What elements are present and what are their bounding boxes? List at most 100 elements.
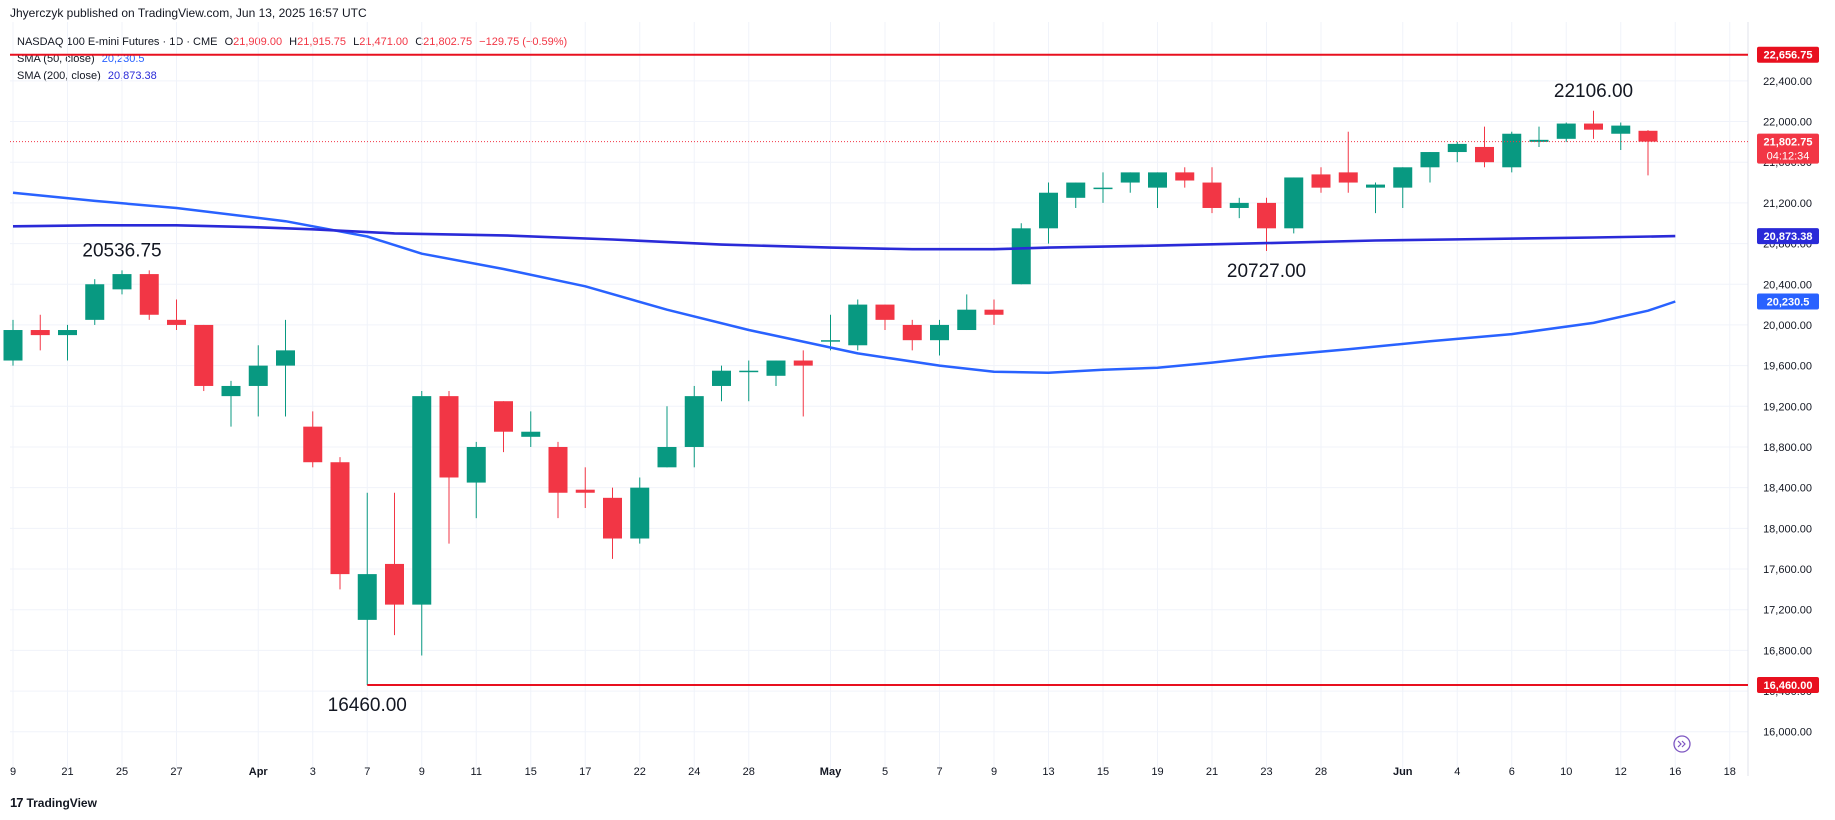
x-tick-label: 4 (1454, 766, 1460, 778)
candle-body (521, 431, 541, 437)
sma50-row[interactable]: SMA (50, close) 20,230.5 (17, 51, 571, 68)
candle (439, 391, 459, 544)
candle-body (930, 324, 949, 341)
sma200-line (12, 224, 1676, 251)
y-tick-label: 20,400.00 (1763, 279, 1812, 291)
candle-body (984, 309, 1004, 315)
candle (1529, 126, 1549, 147)
candle-body (548, 446, 568, 493)
level-price-tag-bg (1757, 676, 1819, 693)
candle-body (1257, 202, 1276, 229)
candle-body (1338, 172, 1358, 183)
scroll-to-realtime-button[interactable] (1673, 735, 1691, 753)
candle (1393, 167, 1413, 208)
sma-price-tag-bg (1757, 228, 1819, 245)
level-price-tag-label: 16,460.00 (1764, 680, 1813, 692)
candle (1093, 172, 1113, 203)
candle (330, 457, 350, 590)
y-tick-label: 18,000.00 (1763, 523, 1812, 535)
candle (521, 411, 541, 447)
close-label: C (415, 36, 424, 48)
chart-grid (10, 22, 1749, 776)
sma200-row[interactable]: SMA (200, close) 20,873.38 (17, 68, 571, 85)
candle-body (657, 446, 677, 468)
candle-body (902, 324, 922, 341)
high-value: 21,915.75 (297, 36, 347, 48)
candle-body (1229, 202, 1249, 208)
candle-body (1120, 172, 1140, 183)
x-tick-label: 12 (1615, 766, 1627, 778)
go-to-realtime-icon[interactable] (1673, 735, 1691, 753)
candle-body (1175, 172, 1195, 181)
candle-body (821, 340, 840, 342)
candle (1420, 152, 1440, 183)
candle (1229, 197, 1249, 219)
candle (1120, 172, 1140, 193)
candle-body (739, 370, 759, 373)
x-tick-label: 7 (364, 766, 370, 778)
x-tick-label: May (820, 766, 842, 778)
candle (957, 294, 977, 331)
open-label: O (224, 36, 234, 48)
x-tick-label: 9 (10, 766, 16, 778)
x-tick-label: 13 (1042, 766, 1054, 778)
price-annotation: 20727.00 (1227, 261, 1306, 282)
x-tick-label: 16 (1669, 766, 1681, 778)
candles-layer (3, 110, 1658, 685)
sma-price-tag-label: 20,230.5 (1767, 296, 1810, 308)
candle (1638, 130, 1658, 176)
candle-body (1447, 143, 1467, 153)
price-chart[interactable]: 16,000.0016,400.0016,800.0017,200.0017,6… (0, 22, 1835, 792)
candle (712, 365, 731, 402)
candle (85, 279, 105, 325)
candle-body (167, 319, 186, 325)
candle (1202, 167, 1222, 214)
candle-body (1638, 130, 1658, 142)
candle (357, 492, 377, 685)
candle-body (1556, 123, 1576, 139)
candle (902, 319, 922, 351)
candle (575, 467, 595, 508)
candle (875, 304, 895, 331)
candle (1366, 182, 1385, 214)
candle-body (1420, 152, 1440, 168)
candle-body (575, 489, 595, 493)
candle-body (85, 284, 105, 320)
candle-body (303, 426, 323, 463)
candle-body (1284, 177, 1304, 229)
x-tick-label: 28 (1315, 766, 1327, 778)
candle (684, 385, 704, 468)
candle (248, 345, 268, 417)
sma50-value: 20,230.5 (101, 53, 145, 65)
candle (1039, 182, 1058, 244)
x-tick-label: 18 (1724, 766, 1736, 778)
candle-body (412, 396, 432, 605)
candle (303, 411, 323, 468)
y-tick-label: 20,000.00 (1763, 320, 1812, 332)
candle (630, 477, 650, 544)
candle (657, 406, 677, 468)
x-tick-label: 24 (688, 766, 700, 778)
candle-body (466, 446, 486, 483)
tradingview-logo-icon: 17 (10, 795, 24, 810)
candle (821, 314, 840, 351)
x-tick-label: 15 (1097, 766, 1109, 778)
time-axis[interactable]: 9 21 25 27 Apr 3 7 9 11 15 17 22 24 28 May 5 7 9 13 15 19 21 2… (10, 766, 1736, 778)
y-tick-label: 22,400.00 (1763, 76, 1812, 88)
y-tick-label: 22,000.00 (1763, 117, 1812, 129)
candle-body (957, 309, 977, 331)
candle (984, 299, 1004, 325)
candle (548, 441, 568, 519)
current-price-tag-bg (1757, 133, 1819, 164)
price-axis[interactable]: 16,000.0016,400.0016,800.0017,200.0017,6… (1763, 76, 1812, 739)
candle-body (194, 324, 214, 386)
candle (466, 441, 486, 519)
y-tick-label: 16,800.00 (1763, 645, 1812, 657)
y-tick-label: 18,800.00 (1763, 442, 1812, 454)
sma200-label: SMA (200, close) (17, 70, 101, 82)
candle-body (875, 304, 895, 320)
candle-body (1502, 133, 1522, 168)
x-tick-label: 7 (936, 766, 942, 778)
candle (1011, 223, 1031, 285)
x-tick-label: 21 (61, 766, 73, 778)
